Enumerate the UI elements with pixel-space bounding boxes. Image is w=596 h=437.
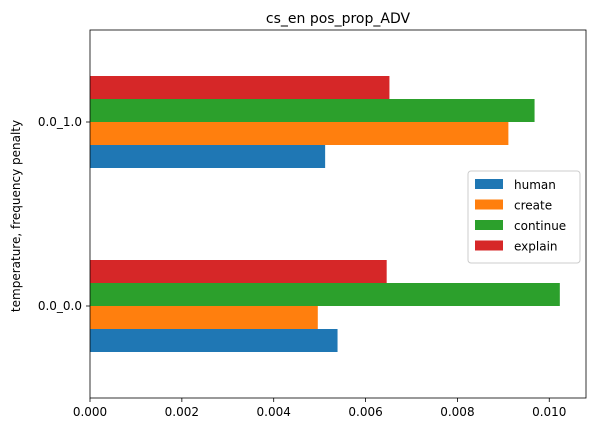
chart-title: cs_en pos_prop_ADV: [266, 11, 411, 27]
legend-swatch-create: [475, 199, 503, 210]
y-axis-ticks: 0.0_0.0 0.0_1.0: [38, 115, 90, 313]
legend-label-continue: continue: [514, 219, 566, 233]
legend-swatch-explain: [475, 240, 503, 251]
plot-frame: [89, 29, 587, 399]
x-tick-label: 0.010: [532, 405, 566, 419]
x-tick-label: 0.006: [348, 405, 382, 419]
bar-human-0.0_0.0: [90, 329, 338, 352]
bar-continue-0.0_1.0: [90, 99, 535, 122]
legend-swatch-human: [475, 179, 503, 189]
y-tick-label: 0.0_0.0: [38, 299, 82, 313]
bar-create-0.0_1.0: [90, 122, 509, 145]
bar-create-0.0_0.0: [90, 306, 318, 329]
x-axis-ticks: 0.000 0.002 0.004 0.006 0.008 0.010: [73, 398, 566, 419]
bar-human-0.0_1.0: [90, 145, 326, 168]
x-tick-label: 0.002: [165, 405, 199, 419]
legend-label-explain: explain: [514, 240, 558, 254]
bar-explain-0.0_1.0: [90, 76, 390, 99]
bar-continue-0.0_0.0: [90, 283, 560, 306]
legend-label-human: human: [514, 178, 556, 192]
y-tick-label: 0.0_1.0: [38, 115, 82, 129]
legend: human create continue explain: [467, 170, 581, 264]
bar-explain-0.0_0.0: [90, 260, 387, 283]
bars-group: [90, 76, 560, 352]
x-tick-label: 0.008: [440, 405, 474, 419]
y-axis-label: temperature, frequency penalty: [9, 120, 23, 312]
legend-box: [467, 170, 581, 264]
legend-label-create: create: [514, 199, 552, 213]
legend-swatch-continue: [475, 220, 503, 230]
x-tick-label: 0.004: [257, 405, 291, 419]
x-tick-label: 0.000: [73, 405, 107, 419]
